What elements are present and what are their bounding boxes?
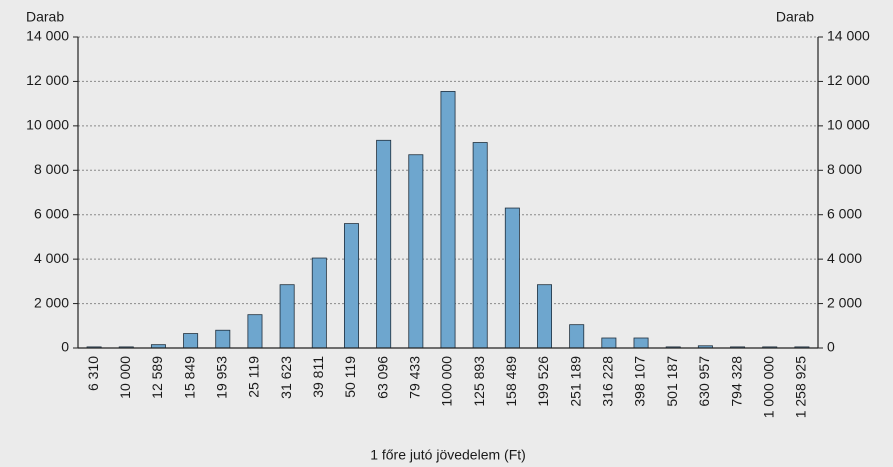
x-tick-label: 79 433 — [407, 356, 423, 399]
bar — [472, 142, 488, 349]
x-tick-label: 19 953 — [213, 356, 229, 399]
x-tick-label: 158 489 — [503, 356, 519, 407]
y2-tick-label: 0 — [827, 339, 835, 355]
x-tick-label: 6 310 — [85, 356, 101, 391]
bar — [440, 91, 456, 349]
bar — [343, 223, 359, 349]
y-tick-label: 8 000 — [34, 161, 69, 177]
x-tick-label: 100 000 — [439, 356, 455, 407]
y-tick-label: 14 000 — [26, 28, 69, 44]
x-tick-label: 50 119 — [342, 356, 358, 398]
bar — [569, 324, 585, 349]
y2-axis-label: Darab — [776, 9, 814, 25]
y-tick-label: 6 000 — [34, 205, 69, 221]
y-tick-label: 0 — [61, 339, 69, 355]
bar — [215, 329, 231, 349]
bar — [247, 314, 263, 349]
bar — [279, 284, 295, 349]
x-tick-label: 501 187 — [664, 356, 680, 407]
x-tick-label: 10 000 — [117, 356, 133, 399]
x-tick-label: 1 000 000 — [760, 356, 776, 418]
y2-tick-label: 10 000 — [827, 117, 870, 133]
bar — [537, 284, 553, 349]
y-tick-label: 10 000 — [26, 117, 69, 133]
y2-tick-label: 12 000 — [827, 72, 870, 88]
x-tick-label: 398 107 — [632, 356, 648, 407]
y2-tick-label: 8 000 — [827, 161, 862, 177]
x-tick-label: 39 811 — [310, 356, 326, 398]
bar — [183, 333, 199, 349]
bar — [601, 337, 617, 349]
y2-tick-label: 14 000 — [827, 28, 870, 44]
bar — [376, 139, 392, 349]
bar — [408, 154, 424, 349]
y2-tick-label: 6 000 — [827, 205, 862, 221]
y-tick-label: 4 000 — [34, 250, 69, 266]
y-axis-label: Darab — [26, 9, 64, 25]
bar — [311, 257, 327, 349]
y-tick-label: 2 000 — [34, 294, 69, 310]
x-tick-label: 63 096 — [374, 356, 390, 399]
bar — [633, 337, 649, 349]
x-tick-label: 125 893 — [471, 356, 487, 407]
y2-tick-label: 2 000 — [827, 294, 862, 310]
x-tick-label: 31 623 — [278, 356, 294, 399]
x-tick-label: 794 328 — [728, 356, 744, 407]
x-tick-label: 251 189 — [567, 356, 583, 407]
x-tick-label: 630 957 — [696, 356, 712, 407]
y2-tick-label: 4 000 — [827, 250, 862, 266]
x-tick-label: 199 526 — [535, 356, 551, 407]
x-tick-label: 15 849 — [181, 356, 197, 399]
x-tick-label: 316 228 — [600, 356, 616, 407]
y-tick-label: 12 000 — [26, 72, 69, 88]
bar — [504, 207, 520, 349]
x-tick-label: 25 119 — [246, 356, 262, 398]
x-axis-label: 1 főre jutó jövedelem (Ft) — [370, 447, 526, 463]
x-tick-label: 12 589 — [149, 356, 165, 399]
x-tick-label: 1 258 925 — [793, 356, 809, 418]
